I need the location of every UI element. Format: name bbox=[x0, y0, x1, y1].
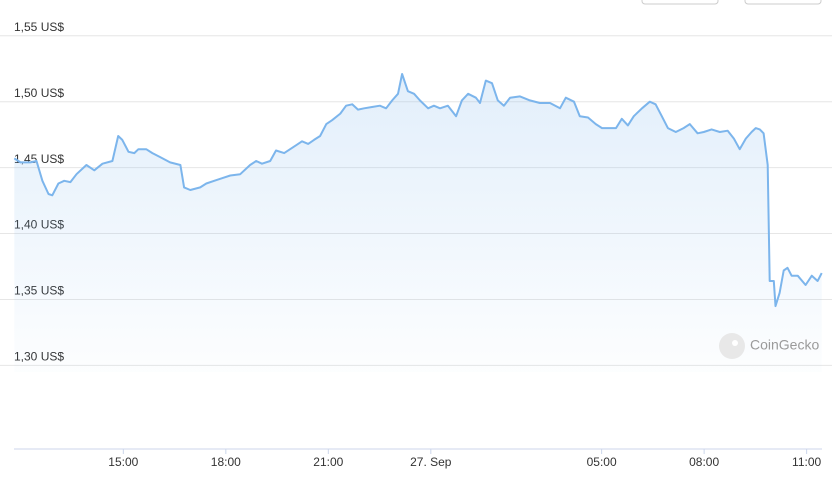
x-tick-label: 27. Sep bbox=[410, 455, 452, 469]
watermark-logo bbox=[719, 333, 745, 359]
x-tick-label: 11:00 bbox=[792, 455, 821, 469]
area bbox=[14, 74, 822, 372]
y-tick-label: 1,50 US$ bbox=[14, 86, 64, 100]
x-tick-label: 18:00 bbox=[211, 455, 241, 469]
x-tick-label: 21:00 bbox=[313, 455, 343, 469]
price-line bbox=[13, 73, 823, 308]
watermark-logo-eye bbox=[732, 340, 738, 346]
x-tick-label: 05:00 bbox=[587, 455, 617, 469]
y-tick-label: 1,55 US$ bbox=[14, 20, 64, 34]
watermark-text: CoinGecko bbox=[750, 337, 819, 353]
watermark: CoinGecko bbox=[719, 333, 819, 359]
x-tick-label: 15:00 bbox=[108, 455, 138, 469]
x-tick-label: 08:00 bbox=[689, 455, 719, 469]
top-button[interactable] bbox=[744, 0, 822, 5]
top-button[interactable] bbox=[641, 0, 719, 5]
